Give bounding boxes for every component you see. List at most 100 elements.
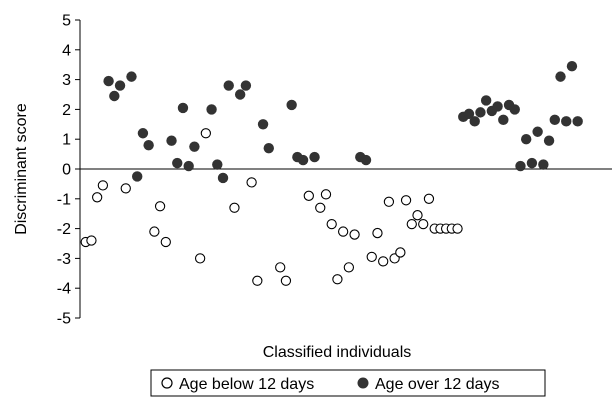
y-tick-label: 4 <box>62 42 71 59</box>
point-over-12 <box>257 119 269 130</box>
point-below-12 <box>349 229 360 240</box>
point-over-12 <box>549 114 560 126</box>
point-below-12 <box>194 253 206 264</box>
point-over-12 <box>526 157 538 169</box>
y-tick-label: 5 <box>62 13 71 30</box>
point-over-12 <box>561 116 572 127</box>
point-over-12 <box>360 154 372 166</box>
point-below-12 <box>97 180 109 191</box>
y-tick-label: 1 <box>62 132 71 149</box>
y-tick-label: 2 <box>62 102 71 119</box>
point-over-12 <box>480 95 492 106</box>
point-over-12 <box>109 90 120 102</box>
point-below-12 <box>275 262 286 273</box>
y-tick-label: -4 <box>57 281 71 298</box>
y-axis-label: Discriminant score <box>13 103 30 235</box>
point-below-12 <box>412 210 423 221</box>
point-over-12 <box>566 60 578 72</box>
legend: Age below 12 days Age over 12 days <box>150 369 546 397</box>
point-over-12 <box>172 157 183 169</box>
point-over-12 <box>166 135 177 146</box>
point-below-12 <box>320 189 332 200</box>
point-over-12 <box>183 160 194 172</box>
point-over-12 <box>543 135 555 146</box>
y-ticks: 5 4 3 2 1 0 -1 -2 -3 -4 -5 <box>57 13 80 328</box>
point-below-12 <box>280 275 292 286</box>
point-below-12 <box>378 256 389 267</box>
point-below-12 <box>383 196 395 207</box>
point-over-12 <box>177 102 189 114</box>
y-tick-label: 0 <box>62 162 71 179</box>
x-axis-label: Classified individuals <box>263 344 412 361</box>
point-over-12 <box>263 142 274 154</box>
point-over-12 <box>126 71 137 82</box>
point-below-12 <box>149 226 160 237</box>
point-over-12 <box>189 141 200 152</box>
point-over-12 <box>286 99 297 111</box>
point-below-12 <box>315 202 326 213</box>
point-over-12 <box>103 75 114 87</box>
point-over-12 <box>532 126 543 137</box>
point-over-12 <box>240 80 252 91</box>
point-below-12 <box>366 251 377 263</box>
series-0 <box>80 128 463 286</box>
y-tick-label: -5 <box>57 311 71 328</box>
legend-box <box>150 369 546 397</box>
legend-label-below-12: Age below 12 days <box>179 376 314 393</box>
point-over-12 <box>498 114 509 126</box>
point-below-12 <box>406 218 417 230</box>
point-over-12 <box>132 171 143 182</box>
point-over-12 <box>114 80 126 91</box>
point-over-12 <box>469 116 480 127</box>
point-below-12 <box>395 247 406 258</box>
point-over-12 <box>515 160 526 172</box>
point-below-12 <box>372 227 383 239</box>
point-below-12 <box>160 236 171 248</box>
point-over-12 <box>309 151 320 163</box>
point-over-12 <box>492 101 503 112</box>
point-over-12 <box>475 107 486 118</box>
point-over-12 <box>223 80 234 91</box>
data-points <box>80 60 583 286</box>
point-over-12 <box>538 159 549 170</box>
point-below-12 <box>337 226 349 237</box>
point-below-12 <box>200 128 211 139</box>
legend-label-over-12: Age over 12 days <box>375 376 500 393</box>
point-over-12 <box>206 104 217 115</box>
point-below-12 <box>229 202 240 213</box>
point-over-12 <box>212 159 223 170</box>
point-over-12 <box>463 108 475 120</box>
point-over-12 <box>137 128 149 139</box>
point-over-12 <box>143 139 154 151</box>
point-below-12 <box>92 192 103 203</box>
point-over-12 <box>509 104 520 115</box>
series-1 <box>103 60 583 184</box>
point-below-12 <box>120 183 131 194</box>
legend-marker-below-12 <box>161 377 173 389</box>
y-tick-label: -2 <box>57 221 71 238</box>
point-over-12 <box>572 116 583 127</box>
point-below-12 <box>326 218 337 230</box>
point-below-12 <box>246 177 257 188</box>
legend-marker-over-12 <box>357 377 369 389</box>
point-below-12 <box>343 262 355 273</box>
point-over-12 <box>555 71 566 82</box>
point-below-12 <box>303 190 314 201</box>
point-below-12 <box>86 235 97 246</box>
y-tick-label: 3 <box>62 72 71 89</box>
point-below-12 <box>400 195 412 206</box>
point-over-12 <box>217 172 229 184</box>
point-below-12 <box>154 201 166 212</box>
point-below-12 <box>423 193 435 204</box>
axes <box>79 20 612 318</box>
y-tick-label: -1 <box>57 191 71 208</box>
point-below-12 <box>252 275 263 286</box>
point-below-12 <box>452 223 463 234</box>
point-over-12 <box>520 134 532 145</box>
point-over-12 <box>297 154 309 166</box>
y-tick-label: -3 <box>57 251 71 268</box>
point-below-12 <box>332 274 343 285</box>
point-over-12 <box>234 89 246 100</box>
